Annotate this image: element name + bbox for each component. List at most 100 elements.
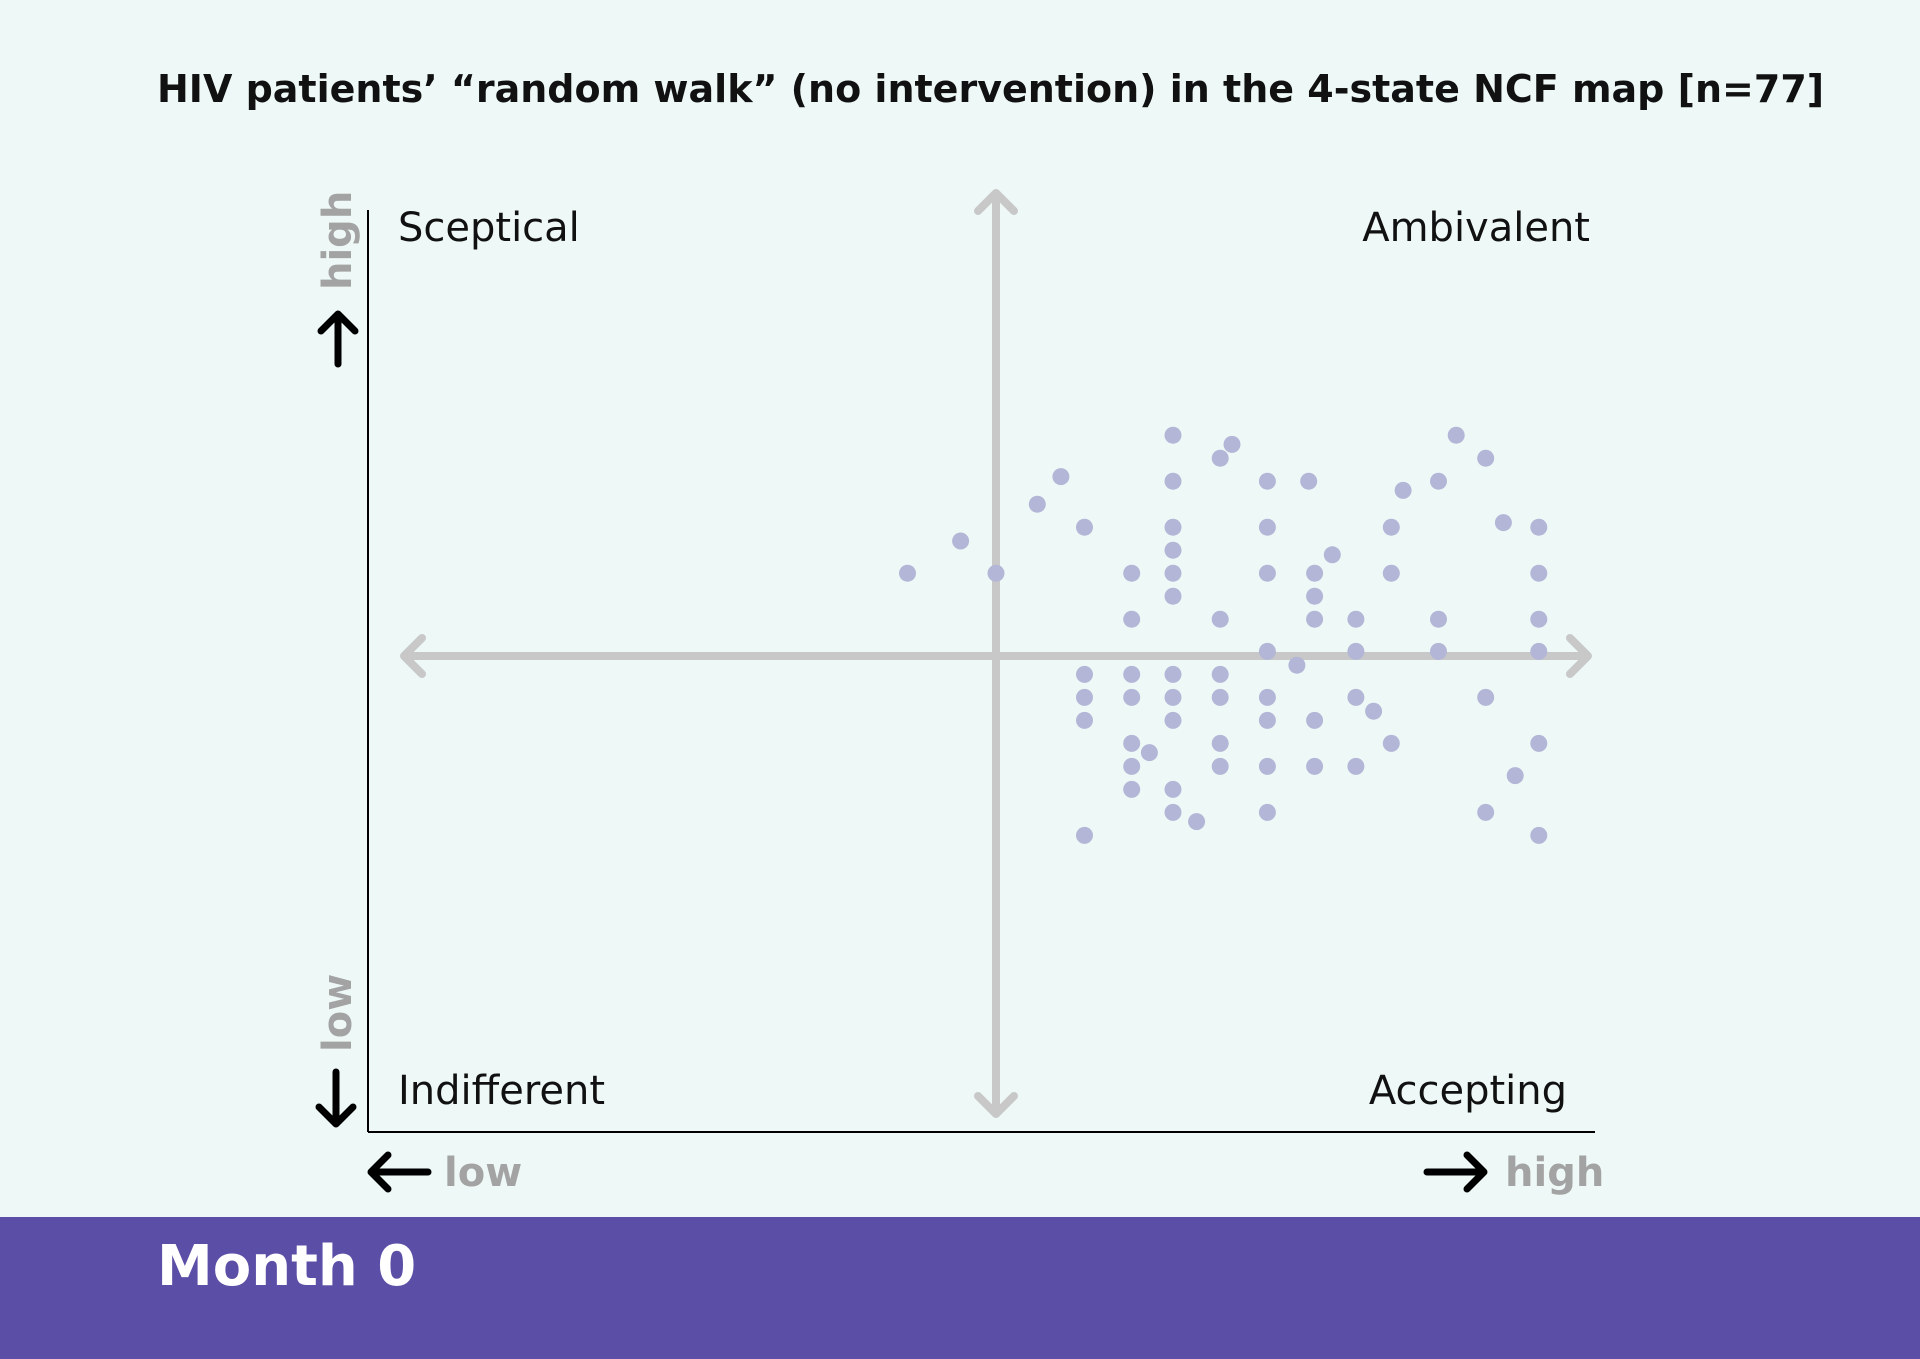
data-point-73	[1365, 702, 1383, 720]
data-point-54	[1123, 757, 1141, 775]
data-point-37	[1164, 665, 1182, 683]
y-axis-high-label: high	[315, 191, 361, 290]
data-point-30	[1530, 610, 1548, 628]
data-point-57	[1306, 757, 1324, 775]
quadrant-label-sceptical: Sceptical	[398, 205, 580, 251]
data-point-60	[1164, 780, 1182, 798]
right-arrow-icon-head	[1463, 1151, 1488, 1193]
data-point-19	[1258, 564, 1276, 582]
data-point-15	[899, 564, 916, 582]
data-point-32	[1347, 642, 1365, 660]
data-point-48	[1258, 711, 1276, 729]
data-point-62	[1258, 803, 1276, 821]
data-point-3	[1447, 426, 1465, 444]
horizontal-cross-axis-right-arrow	[1566, 634, 1592, 678]
left-arrow-icon-head	[367, 1151, 392, 1193]
horizontal-cross-axis-left-arrow	[400, 634, 426, 678]
data-point-14	[1164, 541, 1182, 559]
data-point-2	[1300, 472, 1318, 490]
scatter-points	[899, 426, 1548, 844]
data-point-76	[1288, 656, 1306, 674]
quadrant-label-indifferent: Indifferent	[398, 1068, 605, 1114]
data-point-34	[1530, 642, 1548, 660]
data-point-6	[1028, 495, 1046, 513]
data-point-1	[1211, 449, 1229, 467]
x-axis-high-label: high	[1505, 1150, 1604, 1196]
data-point-64	[1076, 826, 1093, 844]
quadrant-label-ambivalent: Ambivalent	[1362, 205, 1590, 251]
y-low-marker: low	[315, 974, 361, 1128]
data-point-50	[1123, 734, 1141, 752]
data-point-72	[1140, 744, 1158, 762]
y-high-marker: high	[315, 191, 361, 368]
data-point-70	[1323, 546, 1341, 564]
data-point-25	[1123, 610, 1141, 628]
data-point-7	[1076, 518, 1093, 536]
y-axis-low-label: low	[315, 974, 361, 1052]
chart-title: HIV patients’ “random walk” (no interven…	[157, 67, 1824, 111]
data-point-63	[1477, 803, 1495, 821]
data-point-5	[1430, 472, 1447, 490]
x-high-marker: high	[1423, 1150, 1604, 1196]
down-arrow-icon-head	[315, 1103, 357, 1128]
data-point-56	[1258, 757, 1276, 775]
data-point-38	[1211, 665, 1229, 683]
data-point-46	[1076, 711, 1093, 729]
data-point-58	[1347, 757, 1365, 775]
data-point-17	[1123, 564, 1141, 582]
quadrant-label-accepting: Accepting	[1369, 1068, 1567, 1114]
data-point-24	[1306, 587, 1324, 605]
data-point-65	[1530, 826, 1548, 844]
data-point-27	[1306, 610, 1324, 628]
data-point-40	[1123, 688, 1141, 706]
data-point-42	[1211, 688, 1229, 706]
data-point-0	[1164, 426, 1182, 444]
data-point-69	[1494, 514, 1512, 532]
data-point-49	[1306, 711, 1324, 729]
data-point-41	[1164, 688, 1182, 706]
data-point-31	[1258, 642, 1276, 660]
data-point-8	[1164, 472, 1182, 490]
data-point-4	[1477, 449, 1495, 467]
data-point-23	[1164, 587, 1182, 605]
data-point-66	[1394, 481, 1412, 499]
x-low-marker: low	[367, 1150, 522, 1196]
ncf-scatter-chart: HIV patients’ “random walk” (no interven…	[157, 67, 1824, 1196]
data-point-20	[1306, 564, 1324, 582]
data-point-43	[1258, 688, 1276, 706]
data-point-12	[1382, 518, 1400, 536]
vertical-cross-axis-bottom-arrow	[974, 1092, 1018, 1118]
data-point-51	[1211, 734, 1229, 752]
data-point-21	[1382, 564, 1400, 582]
data-point-36	[1123, 665, 1141, 683]
data-point-61	[1164, 803, 1182, 821]
data-point-68	[1052, 468, 1070, 486]
x-axis-low-label: low	[444, 1150, 522, 1196]
data-point-11	[1258, 518, 1276, 536]
data-point-28	[1347, 610, 1365, 628]
data-point-13	[1530, 518, 1548, 536]
data-point-16	[987, 564, 1005, 582]
data-point-9	[1164, 518, 1182, 536]
data-point-35	[1076, 665, 1093, 683]
data-point-18	[1164, 564, 1182, 582]
data-point-53	[1530, 734, 1548, 752]
footer-bar: Month 0	[0, 1217, 1920, 1359]
data-point-10	[1258, 472, 1276, 490]
data-point-47	[1164, 711, 1182, 729]
month-label: Month 0	[157, 1234, 417, 1299]
data-point-45	[1477, 688, 1495, 706]
up-arrow-icon-head	[317, 310, 359, 335]
data-point-55	[1211, 757, 1229, 775]
data-point-29	[1430, 610, 1447, 628]
data-point-26	[1211, 610, 1229, 628]
data-point-33	[1430, 642, 1447, 660]
data-point-52	[1382, 734, 1400, 752]
data-point-67	[1223, 435, 1241, 453]
data-point-71	[952, 532, 970, 550]
data-point-74	[1506, 767, 1524, 785]
data-point-75	[1188, 813, 1206, 831]
data-point-59	[1123, 780, 1141, 798]
cross-axes	[400, 189, 1592, 1118]
vertical-cross-axis-top-arrow	[974, 189, 1018, 215]
